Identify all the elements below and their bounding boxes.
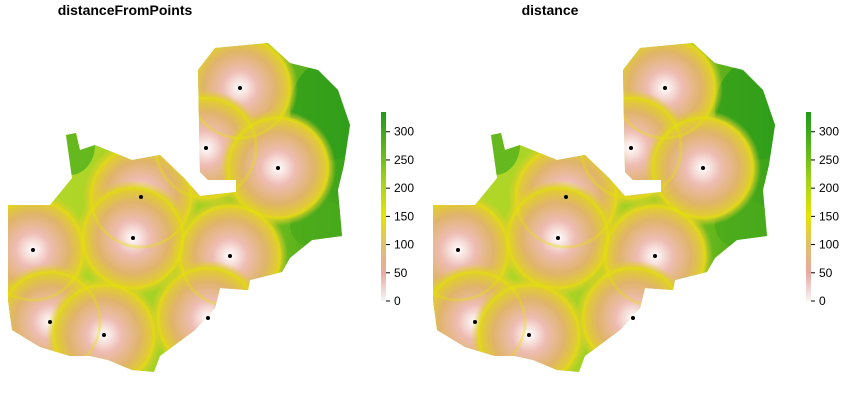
point-marker bbox=[527, 333, 531, 337]
legend-tick-label: 50 bbox=[819, 266, 833, 280]
point-marker bbox=[556, 236, 560, 240]
legend-colorbar bbox=[381, 112, 386, 301]
legend-tick-label: 0 bbox=[819, 294, 826, 308]
point-marker bbox=[276, 166, 280, 170]
distance-raster bbox=[8, 43, 350, 372]
point-marker bbox=[238, 86, 242, 90]
point-marker bbox=[206, 316, 210, 320]
legend-tick-label: 300 bbox=[819, 125, 839, 139]
legend-tick-label: 200 bbox=[394, 181, 414, 195]
point-marker bbox=[629, 146, 633, 150]
point-marker bbox=[131, 236, 135, 240]
point-marker bbox=[701, 166, 705, 170]
legend-tick-label: 300 bbox=[394, 125, 414, 139]
legend-tick-label: 250 bbox=[819, 153, 839, 167]
point-marker bbox=[564, 195, 568, 199]
legend-tick-label: 0 bbox=[394, 294, 401, 308]
panel-title: distance bbox=[521, 2, 579, 18]
legend-tick-label: 200 bbox=[819, 181, 839, 195]
legend-tick-label: 100 bbox=[394, 238, 414, 252]
legend-tick-label: 250 bbox=[394, 153, 414, 167]
distance-raster bbox=[433, 43, 775, 372]
map-panel-distancefrompoints: distanceFromPoints 0 50 100 150 200 250 300 bbox=[8, 2, 414, 372]
point-marker bbox=[204, 146, 208, 150]
legend-tick-label: 150 bbox=[394, 209, 414, 223]
point-marker bbox=[31, 248, 35, 252]
point-marker bbox=[48, 320, 52, 324]
raster-map: 0 50 100 150 200 250 300 bbox=[8, 43, 414, 372]
point-marker bbox=[139, 195, 143, 199]
point-marker bbox=[228, 254, 232, 258]
point-marker bbox=[663, 86, 667, 90]
point-marker bbox=[653, 254, 657, 258]
point-marker bbox=[102, 333, 106, 337]
point-marker bbox=[631, 316, 635, 320]
legend-tick-label: 150 bbox=[819, 209, 839, 223]
legend-tick-label: 50 bbox=[394, 266, 408, 280]
point-marker bbox=[473, 320, 477, 324]
legend-colorbar bbox=[806, 112, 811, 301]
legend-tick-label: 100 bbox=[819, 238, 839, 252]
map-panel-distance: distance 0 50 100 150 200 250 300 bbox=[425, 0, 850, 400]
point-marker bbox=[456, 248, 460, 252]
panel-title: distanceFromPoints bbox=[57, 2, 193, 18]
raster-map: 0 50 100 150 200 250 300 bbox=[433, 43, 839, 372]
